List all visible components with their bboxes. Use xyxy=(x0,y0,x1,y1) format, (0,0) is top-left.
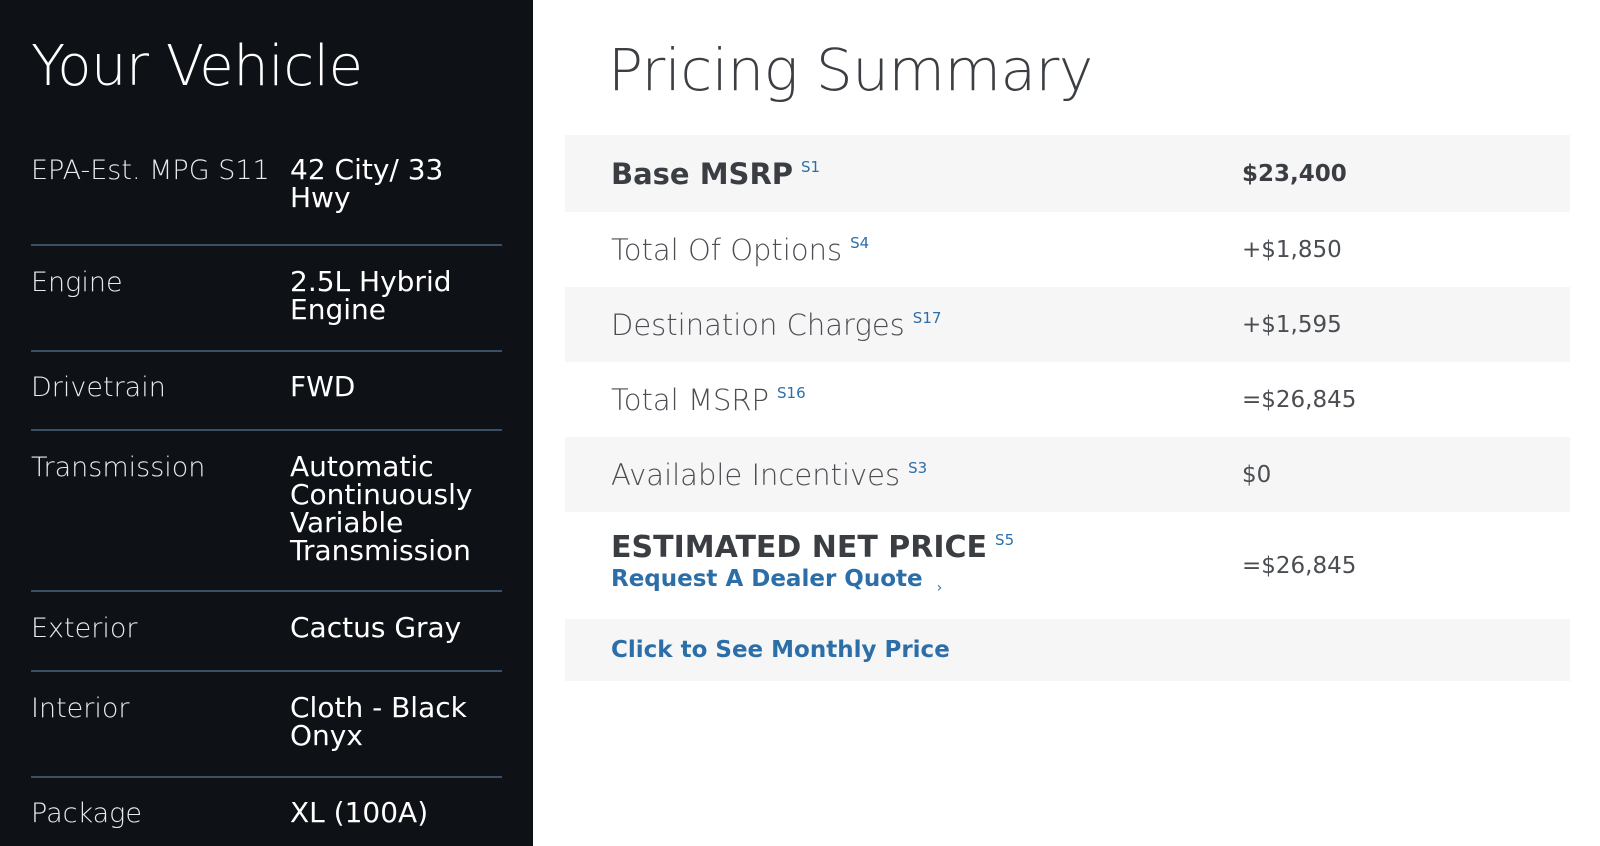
price-value: +$1,595 xyxy=(1242,311,1342,338)
footnote-link[interactable]: S5 xyxy=(995,531,1015,549)
net-price-label: ESTIMATED NET PRICE S5 xyxy=(611,530,1014,565)
price-label-text: Total MSRP xyxy=(611,382,770,417)
spec-row-interior: Interior Cloth - Black Onyx xyxy=(31,694,502,778)
spec-label: EPA-Est. MPG S11 xyxy=(31,155,270,186)
footnote-link[interactable]: S16 xyxy=(777,383,806,402)
spec-row-mpg: EPA-Est. MPG S11 42 City/ 33 Hwy xyxy=(31,156,502,246)
price-label: Total Of Options S4 xyxy=(611,233,869,267)
vehicle-title: Your Vehicle xyxy=(31,34,363,99)
spec-label: Engine xyxy=(31,267,123,298)
footnote-link[interactable]: S17 xyxy=(912,308,942,327)
price-label-text: ESTIMATED NET PRICE xyxy=(611,530,988,565)
request-dealer-quote-link[interactable]: Request A Dealer Quote › xyxy=(611,566,942,596)
price-row-net-price: ESTIMATED NET PRICE S5 Request A Dealer Q… xyxy=(565,512,1570,619)
spec-value: Automatic Continuously Variable Transmis… xyxy=(290,450,473,567)
spec-row-transmission: Transmission Automatic Continuously Vari… xyxy=(31,453,502,592)
vehicle-panel: Your Vehicle EPA-Est. MPG S11 42 City/ 3… xyxy=(0,0,533,846)
chevron-right-icon: › xyxy=(936,580,943,596)
spec-label: Transmission xyxy=(31,452,206,483)
spec-label: Drivetrain xyxy=(31,372,166,403)
spec-value: Cactus Gray xyxy=(290,611,462,644)
spec-row-package: Package XL (100A) xyxy=(31,799,502,839)
price-label: Total MSRP S16 xyxy=(611,383,806,417)
price-value: =$26,845 xyxy=(1242,386,1357,413)
monthly-price-link[interactable]: Click to See Monthly Price xyxy=(611,637,950,663)
price-label-text: Destination Charges xyxy=(611,307,905,342)
price-label: Base MSRP S1 xyxy=(611,157,820,191)
price-label-text: Available Incentives xyxy=(611,457,901,492)
footnote-link[interactable]: S3 xyxy=(908,458,928,477)
spec-value: Cloth - Black Onyx xyxy=(290,691,467,752)
net-price-value: =$26,845 xyxy=(1242,552,1357,579)
spec-value: 2.5L Hybrid Engine xyxy=(290,265,452,326)
price-value: $23,400 xyxy=(1242,160,1347,187)
spec-label: Package xyxy=(31,798,142,829)
price-row-base-msrp: Base MSRP S1 $23,400 xyxy=(565,135,1570,212)
footnote-link[interactable]: S4 xyxy=(850,233,870,252)
price-label-text: Total Of Options xyxy=(611,232,843,267)
price-label: Destination Charges S17 xyxy=(611,308,941,342)
spec-value: XL (100A) xyxy=(290,796,429,829)
spec-label: Interior xyxy=(31,693,130,724)
price-row-options: Total Of Options S4 +$1,850 xyxy=(565,212,1570,287)
spec-value: FWD xyxy=(290,370,356,403)
spec-row-drivetrain: Drivetrain FWD xyxy=(31,373,502,431)
price-label: Available Incentives S3 xyxy=(611,458,927,492)
spec-label: Exterior xyxy=(31,613,138,644)
price-row-total-msrp: Total MSRP S16 =$26,845 xyxy=(565,362,1570,437)
price-value: $0 xyxy=(1242,461,1272,488)
dealer-link-text: Request A Dealer Quote xyxy=(611,566,923,592)
spec-row-exterior: Exterior Cactus Gray xyxy=(31,614,502,672)
spec-row-engine: Engine 2.5L Hybrid Engine xyxy=(31,268,502,352)
price-row-incentives: Available Incentives S3 $0 xyxy=(565,437,1570,512)
price-label-text: Base MSRP xyxy=(611,156,794,191)
footnote-link[interactable]: S1 xyxy=(801,157,821,176)
price-value: +$1,850 xyxy=(1242,236,1342,263)
pricing-title: Pricing Summary xyxy=(608,36,1093,104)
spec-value: 42 City/ 33 Hwy xyxy=(290,153,444,214)
monthly-price-row: Click to See Monthly Price xyxy=(565,619,1570,681)
price-row-destination: Destination Charges S17 +$1,595 xyxy=(565,287,1570,362)
